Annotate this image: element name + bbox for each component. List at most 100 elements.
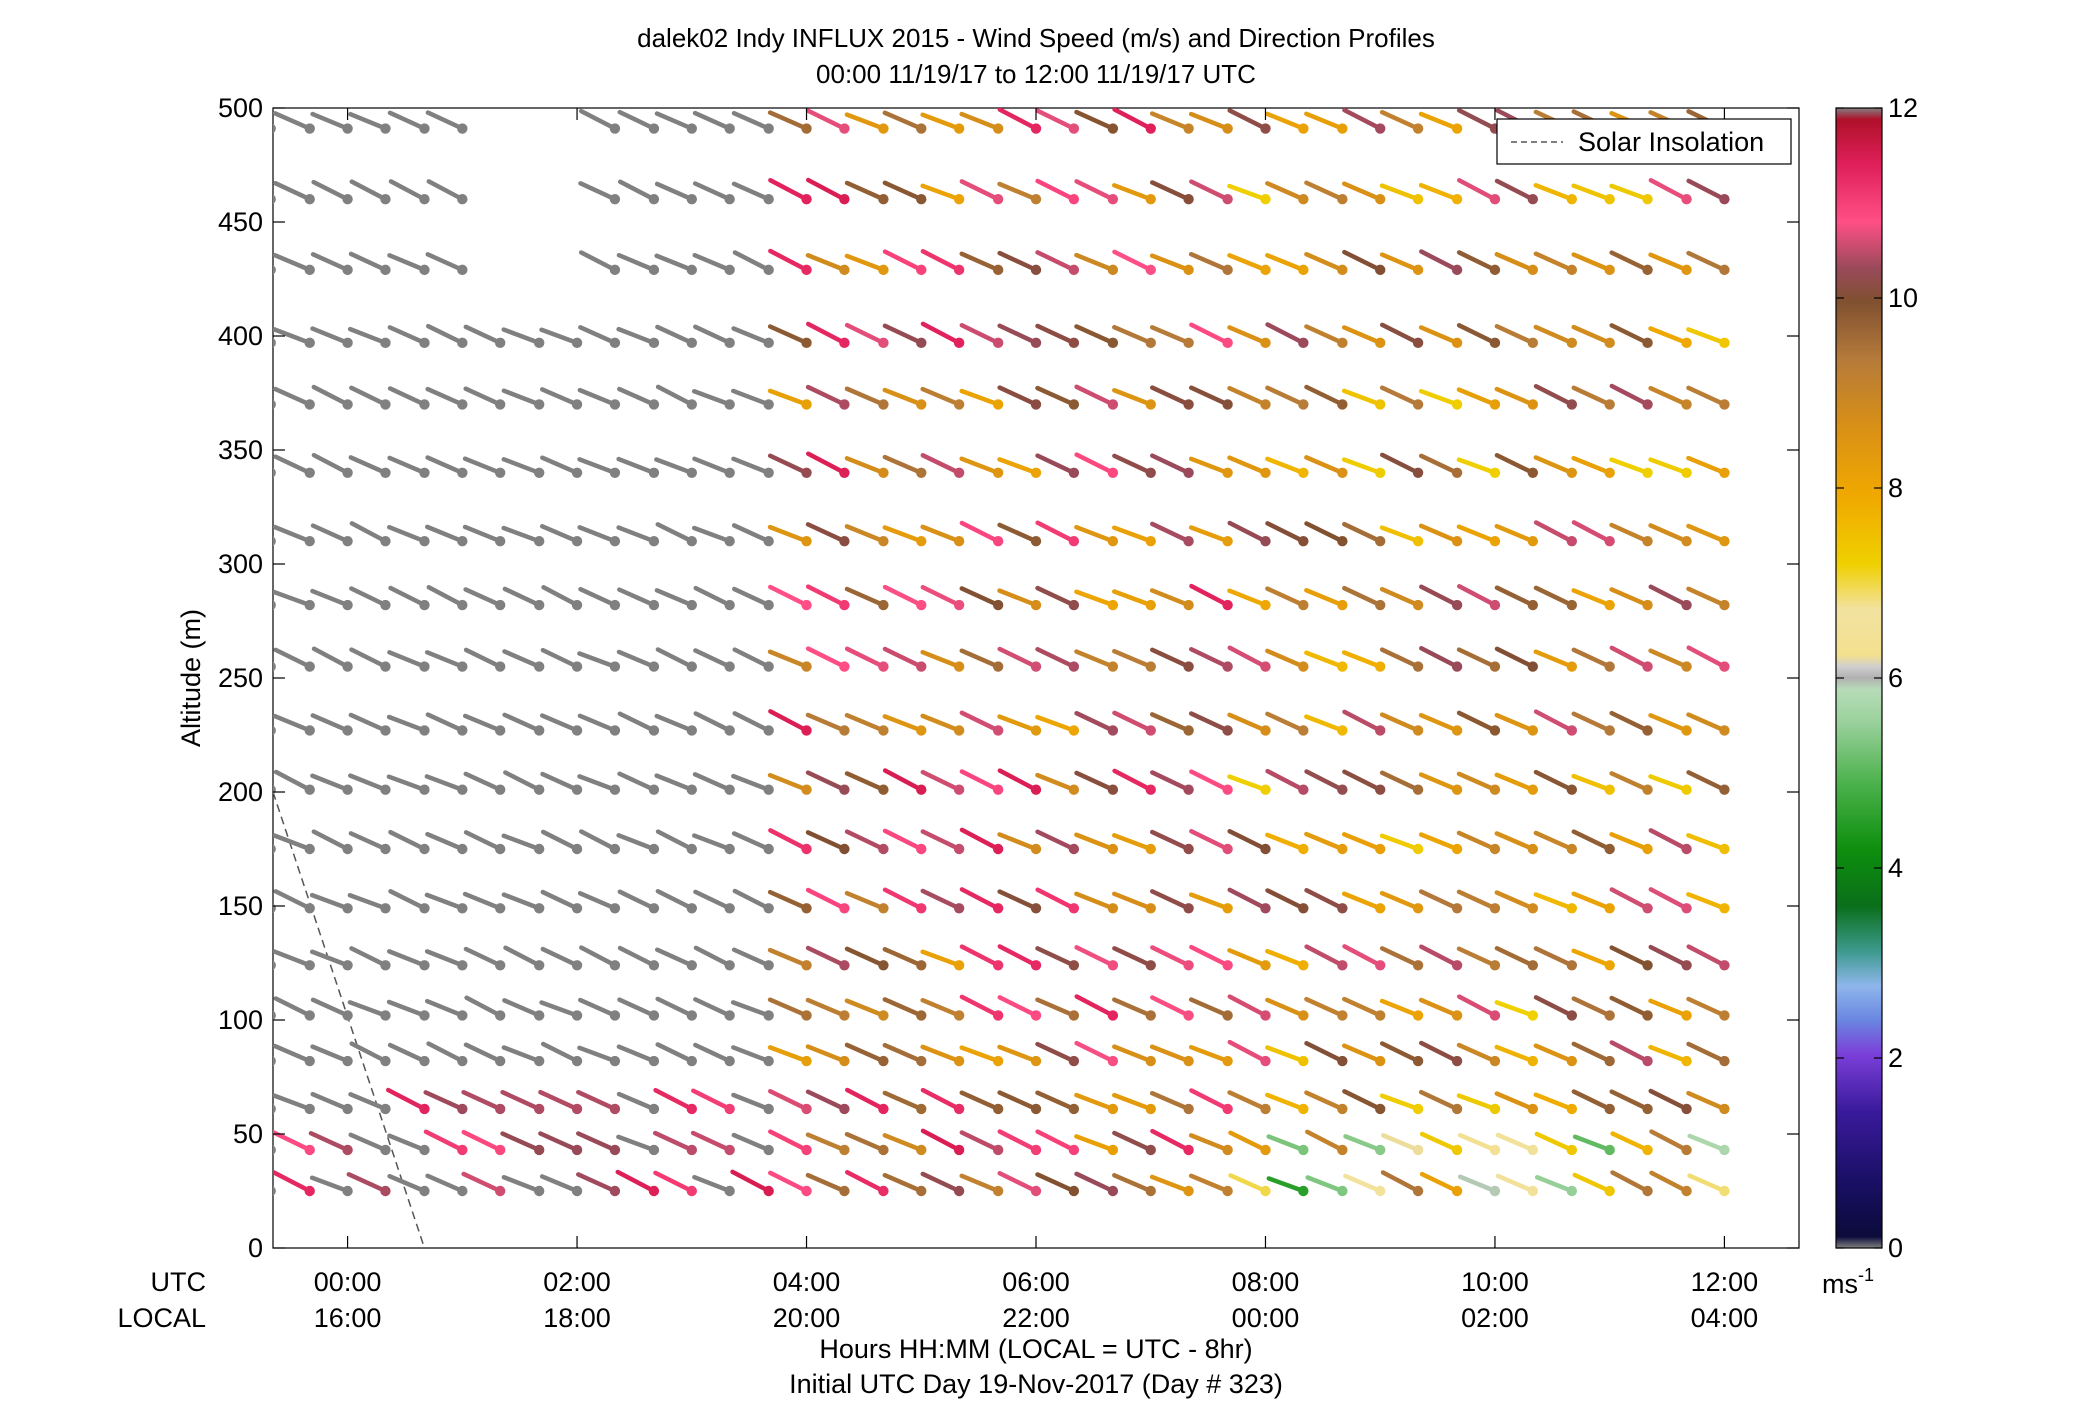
wind-barb (1304, 384, 1348, 410)
wind-barb-stick (654, 111, 695, 131)
wind-barb-dot (419, 467, 430, 478)
wind-barb (1419, 646, 1463, 672)
wind-barb-stick (1609, 457, 1650, 476)
wind-barb-stick (732, 250, 771, 273)
wind-barb-stick (501, 833, 542, 852)
wind-barb-dot (763, 194, 774, 205)
wind-barb-dot (1527, 1185, 1539, 1197)
wind-barb-stick (237, 252, 271, 270)
wind-barb (1074, 324, 1119, 349)
wind-barb (1418, 523, 1463, 547)
wind-barb-dot (1604, 1055, 1615, 1067)
wind-barb (1304, 111, 1348, 134)
wind-barb-dot (724, 123, 735, 134)
wind-barb-dot (494, 725, 506, 736)
wind-barb-dot (992, 784, 1004, 795)
wind-barb-stick (1112, 833, 1153, 852)
wind-barb (309, 949, 353, 971)
wind-barb (1456, 889, 1501, 914)
wind-barb-stick (882, 997, 924, 1018)
wind-barb-dot (494, 843, 506, 855)
wind-barb-stick (693, 889, 732, 911)
wind-barb-dot (686, 960, 697, 971)
wind-barb-dot (1412, 467, 1424, 478)
wind-barb (1074, 252, 1119, 276)
wind-barb (1686, 385, 1730, 410)
wind-barb-dot (1030, 264, 1042, 276)
wind-barb-dot (648, 903, 660, 914)
wind-barb (424, 774, 468, 795)
wind-barb-stick (844, 524, 886, 544)
wind-barb-dot (304, 337, 315, 349)
wind-barb (1494, 646, 1539, 672)
wind-barb-dot (1030, 399, 1042, 410)
wind-barb-dot (609, 599, 621, 611)
wind-barb-dot (1260, 1144, 1271, 1156)
wind-barb-stick (845, 1087, 886, 1112)
wind-barb-dot (1222, 536, 1233, 547)
wind-barb-stick (655, 1042, 695, 1064)
wind-barb-dot (304, 1055, 315, 1067)
wind-barb-dot (1145, 960, 1156, 971)
wind-barb-stick (1572, 1134, 1612, 1153)
wind-barb (540, 387, 583, 410)
wind-barb (1571, 996, 1615, 1021)
wind-barb-stick (1304, 944, 1345, 968)
wind-barb-stick (1533, 183, 1575, 202)
wind-barb (693, 1042, 735, 1067)
wind-barb (617, 587, 660, 611)
wind-barb (500, 1089, 545, 1115)
wind-barb-stick (426, 585, 465, 608)
wind-barb (805, 770, 850, 795)
wind-barb-dot (1642, 1103, 1653, 1115)
wind-barb-stick (1305, 1129, 1345, 1153)
wind-barb (844, 829, 889, 855)
wind-barb-dot (419, 399, 430, 410)
wind-barb-stick (1304, 455, 1345, 476)
wind-barb-stick (1533, 251, 1575, 273)
wind-barb-stick (655, 324, 695, 346)
wind-barb-stick (310, 252, 350, 273)
wind-barb-dot (494, 784, 506, 795)
wind-barb (1534, 1131, 1578, 1156)
wind-barb-stick (1342, 249, 1383, 273)
wind-barb (1609, 945, 1653, 971)
wind-barb (461, 1171, 506, 1197)
wind-barb-dot (916, 536, 927, 547)
wind-barb-stick (1494, 890, 1536, 911)
wind-barb-dot (1451, 1185, 1463, 1197)
wind-barb-dot (1527, 960, 1539, 971)
wind-barb-stick (1149, 588, 1191, 608)
wind-barb (920, 112, 965, 134)
wind-barb-dot (457, 725, 468, 736)
wind-barb-stick (1227, 774, 1268, 792)
wind-barb (1648, 828, 1692, 855)
wind-barb-dot (648, 194, 660, 205)
wind-barb-dot (1412, 661, 1424, 672)
wind-barb-dot (419, 1144, 430, 1156)
wind-barb-stick (310, 326, 350, 346)
wind-barb-stick (273, 111, 312, 131)
wind-barb (1265, 456, 1309, 478)
wind-barb-stick (882, 584, 924, 608)
wind-barb-dot (1260, 1055, 1271, 1067)
wind-barb-stick (1112, 388, 1153, 407)
wind-barb (1686, 523, 1730, 547)
wind-barb-dot (273, 123, 276, 134)
wind-barb (425, 524, 468, 547)
wind-barb (1189, 179, 1233, 205)
wind-barb-stick (273, 1130, 312, 1153)
wind-barb-stick (388, 889, 427, 911)
wind-barb-stick (309, 892, 350, 911)
wind-barb (1609, 457, 1653, 478)
wind-barb-dot (1222, 960, 1233, 971)
wind-barb-dot (801, 1055, 812, 1067)
wind-barb-stick (732, 711, 771, 733)
wind-barb-dot (839, 599, 850, 611)
wind-barb (502, 998, 545, 1021)
wind-barb (1686, 1041, 1730, 1067)
wind-barb-stick (310, 523, 350, 544)
wind-barb-stick (1149, 712, 1191, 733)
wind-barb (1149, 588, 1194, 611)
wind-barb-dot (686, 784, 697, 795)
